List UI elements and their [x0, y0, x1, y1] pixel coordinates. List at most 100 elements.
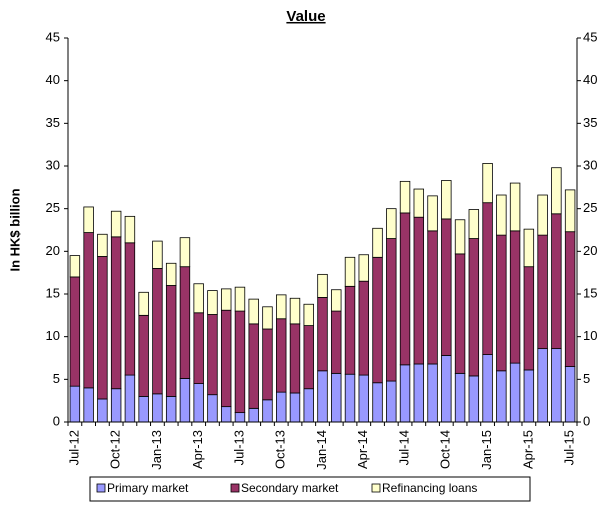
bar-segment: [468, 209, 480, 239]
bar-segment: [193, 312, 204, 385]
bar-segment: [97, 233, 108, 257]
y2-tick-label: 15: [583, 285, 597, 300]
bar-segment: [124, 215, 136, 244]
bar-segment: [276, 318, 287, 393]
bar-segment: [441, 180, 452, 220]
bar-segment: [83, 232, 94, 389]
y-tick-label: 5: [53, 371, 60, 386]
bar-segment: [124, 242, 136, 376]
x-tick-label: Jan-14: [314, 430, 329, 470]
bar-segment: [317, 297, 328, 372]
legend-label: Primary market: [107, 481, 189, 495]
y-tick-label: 45: [46, 29, 60, 44]
bar-segment: [441, 218, 452, 356]
x-tick-label: Jan-13: [149, 430, 164, 470]
bar-segment: [537, 348, 548, 423]
bar-segment: [289, 392, 301, 423]
bar-segment: [138, 291, 149, 316]
bar-segment: [386, 238, 397, 382]
x-tick-label: Apr-13: [190, 430, 205, 469]
bar-segment: [482, 202, 493, 355]
bar-segment: [207, 394, 218, 423]
bar-segment: [248, 407, 259, 423]
bar-segment: [262, 306, 273, 330]
bar-segment: [207, 314, 218, 396]
y2-tick-label: 25: [583, 200, 597, 215]
bar-segment: [179, 266, 191, 379]
bar-segment: [165, 285, 177, 397]
y2-tick-label: 30: [583, 157, 597, 172]
y2-tick-label: 5: [583, 371, 590, 386]
x-tick-label: Jul-13: [231, 430, 246, 465]
bar-segment: [399, 180, 411, 214]
bar-segment: [399, 364, 411, 423]
bar-segment: [331, 310, 342, 374]
bar-segment: [69, 276, 81, 387]
bar-segment: [413, 188, 425, 218]
legend-swatch: [230, 483, 240, 493]
bar-segment: [317, 273, 328, 298]
bar-segment: [289, 297, 301, 325]
bar-segment: [344, 285, 356, 375]
bar-segment: [234, 286, 246, 312]
bar-segment: [331, 372, 342, 423]
bar-segment: [289, 323, 301, 394]
bar-segment: [564, 231, 576, 367]
bar-segment: [331, 289, 342, 312]
bar-segment: [427, 230, 438, 365]
bar-segment: [165, 262, 177, 286]
bar-segment: [152, 240, 163, 269]
bar-segment: [110, 210, 122, 238]
x-tick-label: Jul-14: [396, 430, 411, 465]
bar-segment: [509, 230, 521, 364]
bar-segment: [537, 194, 548, 236]
bar-segment: [124, 374, 136, 423]
bar-segment: [509, 182, 521, 232]
bar-segment: [179, 378, 191, 423]
bar-segment: [537, 234, 548, 350]
bar-segment: [372, 256, 383, 384]
x-tick-label: Apr-15: [520, 430, 535, 469]
bar-segment: [248, 323, 259, 409]
x-tick-label: Apr-14: [355, 430, 370, 469]
bar-segment: [454, 219, 466, 255]
y-tick-label: 15: [46, 285, 60, 300]
x-tick-label: Jul-12: [66, 430, 81, 465]
y-axis-label: In HK$ billion: [7, 188, 22, 271]
bar-segment: [551, 348, 562, 423]
bar-segment: [454, 372, 466, 423]
bar-segment: [83, 387, 94, 423]
bar-segment: [276, 391, 287, 423]
bar-segment: [220, 288, 232, 311]
bar-segment: [413, 216, 425, 365]
y-tick-label: 25: [46, 200, 60, 215]
legend-label: Secondary market: [241, 481, 339, 495]
bar-segment: [564, 189, 576, 233]
y2-tick-label: 20: [583, 243, 597, 258]
y-tick-label: 0: [53, 413, 60, 428]
y2-tick-label: 40: [583, 72, 597, 87]
bar-segment: [152, 393, 163, 423]
bar-segment: [358, 254, 369, 282]
bar-segment: [262, 328, 273, 401]
bar-segment: [496, 194, 507, 236]
bar-segment: [276, 294, 287, 320]
bar-segment: [454, 253, 466, 374]
bar-segment: [509, 362, 521, 423]
bar-segment: [179, 237, 191, 268]
bar-segment: [165, 395, 177, 423]
bar-segment: [193, 283, 204, 314]
bar-segment: [468, 375, 480, 423]
bar-segment: [386, 208, 397, 239]
y2-tick-label: 0: [583, 413, 590, 428]
bar-segment: [344, 256, 356, 287]
bar-segment: [441, 355, 452, 423]
bar-segment: [152, 267, 163, 395]
bar-segment: [551, 167, 562, 215]
bar-segment: [303, 325, 314, 390]
bar-segment: [69, 385, 81, 423]
bar-segment: [564, 366, 576, 423]
legend-label: Refinancing loans: [382, 481, 477, 495]
bar-segment: [427, 195, 438, 232]
